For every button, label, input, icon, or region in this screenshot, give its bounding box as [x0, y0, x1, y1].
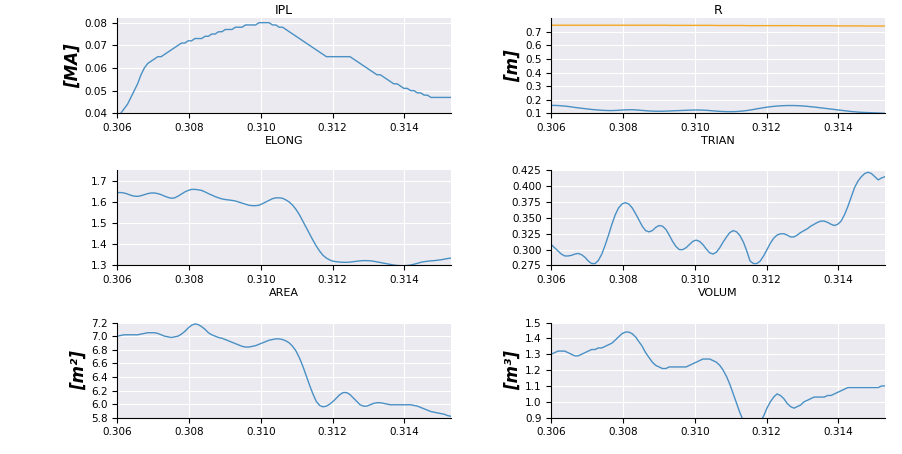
Y-axis label: [m²]: [m²]	[70, 350, 88, 390]
Y-axis label: [m³]: [m³]	[503, 350, 521, 390]
X-axis label: ELONG: ELONG	[264, 136, 303, 146]
X-axis label: VOLUM: VOLUM	[697, 288, 737, 298]
X-axis label: TRIAN: TRIAN	[701, 136, 734, 146]
Title: IPL: IPL	[275, 4, 293, 17]
Title: R: R	[713, 4, 722, 17]
X-axis label: AREA: AREA	[269, 288, 299, 298]
Y-axis label: [MA]: [MA]	[64, 44, 82, 88]
Y-axis label: [m]: [m]	[503, 49, 521, 82]
